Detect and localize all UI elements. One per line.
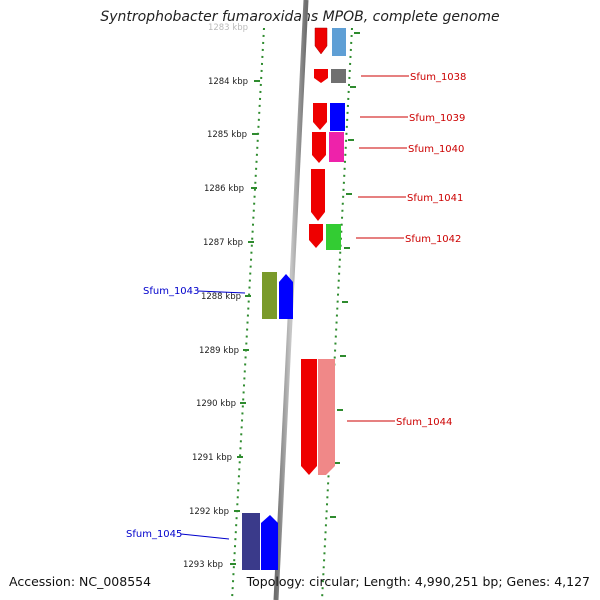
accession-text: Accession: NC_008554 [9, 574, 152, 589]
tick-label: 1285 kbp [207, 130, 247, 140]
gene-label-sfum-1045[interactable]: Sfum_1045 [126, 529, 182, 540]
connector-line [197, 290, 246, 294]
tick-label: 1290 kbp [196, 399, 236, 409]
genome-summary-text: Topology: circular; Length: 4,990,251 bp… [246, 574, 590, 589]
gene-arrow-salmon [318, 359, 335, 475]
gene-label-sfum-1039[interactable]: Sfum_1039 [409, 113, 465, 124]
gene-block-magenta [329, 132, 344, 162]
connector-line [180, 533, 230, 540]
gene-label-sfum-1040[interactable]: Sfum_1040 [408, 144, 464, 155]
gene-arrow-red [311, 169, 325, 221]
gene-block-green [326, 224, 341, 250]
tick-label: 1283 kbp [208, 23, 248, 33]
gene-block-blue [330, 103, 345, 131]
gene-label-sfum-1044[interactable]: Sfum_1044 [396, 417, 452, 428]
gene-label-sfum-1041[interactable]: Sfum_1041 [407, 193, 463, 204]
gene-label-sfum-1038[interactable]: Sfum_1038 [410, 72, 466, 83]
label-connectors [180, 75, 409, 540]
tick-label: 1287 kbp [203, 238, 243, 248]
tick-label: 1284 kbp [208, 77, 248, 87]
gene-block-steelblue [332, 28, 346, 56]
tick-label: 1291 kbp [192, 453, 232, 463]
tick-label: 1293 kbp [183, 560, 223, 570]
gene-label-sfum-1042[interactable]: Sfum_1042 [405, 234, 461, 245]
tick-label: 1292 kbp [189, 507, 229, 517]
tick-label: 1289 kbp [199, 346, 239, 356]
gene-block-gray [331, 69, 346, 83]
gene-arrow-red [314, 69, 328, 83]
genome-title: Syntrophobacter fumaroxidans MPOB, compl… [100, 9, 500, 25]
gene-block-navy [242, 513, 260, 570]
gene-arrow-red [309, 224, 323, 248]
tick-label: 1288 kbp [201, 292, 241, 302]
gene-block-olive [262, 272, 277, 319]
dotted-guides [231, 27, 353, 600]
gene-arrow-red [312, 132, 326, 163]
gene-arrow-red [313, 103, 327, 130]
gene-label-sfum-1043[interactable]: Sfum_1043 [143, 286, 199, 297]
tick-group: 1283 kbp 1284 kbp 1285 kbp 1286 kbp 1287… [183, 23, 360, 570]
gene-arrow-red [301, 359, 317, 475]
gene-features [242, 27, 346, 570]
dotted-guide-outer-right [321, 27, 353, 600]
tick-label: 1286 kbp [204, 184, 244, 194]
gene-labels: Sfum_1038 Sfum_1039 Sfum_1040 Sfum_1041 … [126, 72, 466, 540]
gene-arrow-blue [261, 515, 278, 570]
gene-arrow-red [314, 27, 328, 55]
dotted-guide-inner-left [231, 27, 265, 600]
gene-arrow-blue [279, 274, 293, 319]
